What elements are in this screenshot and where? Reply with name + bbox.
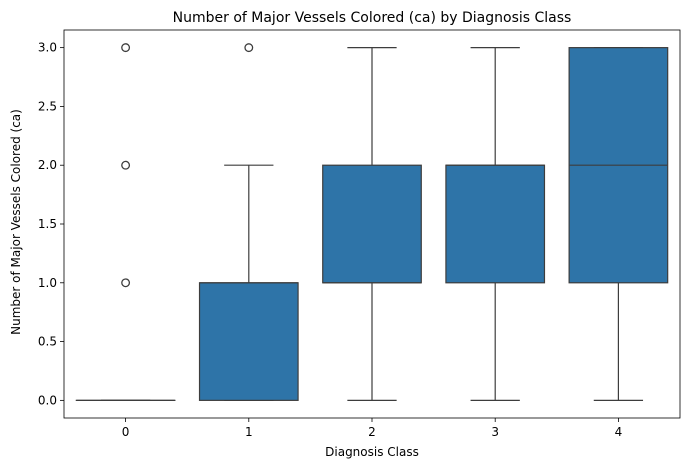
outlier-point: [121, 43, 131, 53]
outlier-point: [244, 43, 254, 53]
x-tick-label: 4: [615, 425, 623, 439]
outlier-point: [121, 278, 131, 288]
x-tick-label: 3: [491, 425, 499, 439]
y-tick-label: 3.0: [38, 41, 57, 55]
y-tick-label: 2.5: [38, 99, 57, 113]
box: [198, 282, 299, 401]
outlier-point: [121, 160, 131, 170]
y-tick-label: 0.0: [38, 393, 57, 407]
y-tick-label: 0.5: [38, 335, 57, 349]
y-tick-label: 1.0: [38, 276, 57, 290]
chart-title: Number of Major Vessels Colored (ca) by …: [173, 10, 572, 26]
plot-area: 0.0 0.5 1.0 1.5 2.0 2.5 3.0 0 1 2 3 4: [38, 29, 681, 439]
y-tick-label: 1.5: [38, 217, 57, 231]
x-tick-label: 1: [245, 425, 253, 439]
box: [322, 164, 422, 284]
x-tick-label: 0: [122, 425, 130, 439]
y-axis-label: Number of Major Vessels Colored (ca): [9, 109, 23, 335]
y-tick-label: 2.0: [38, 158, 57, 172]
x-tick-label: 2: [368, 425, 376, 439]
x-axis-label: Diagnosis Class: [325, 445, 419, 459]
box: [445, 164, 546, 284]
